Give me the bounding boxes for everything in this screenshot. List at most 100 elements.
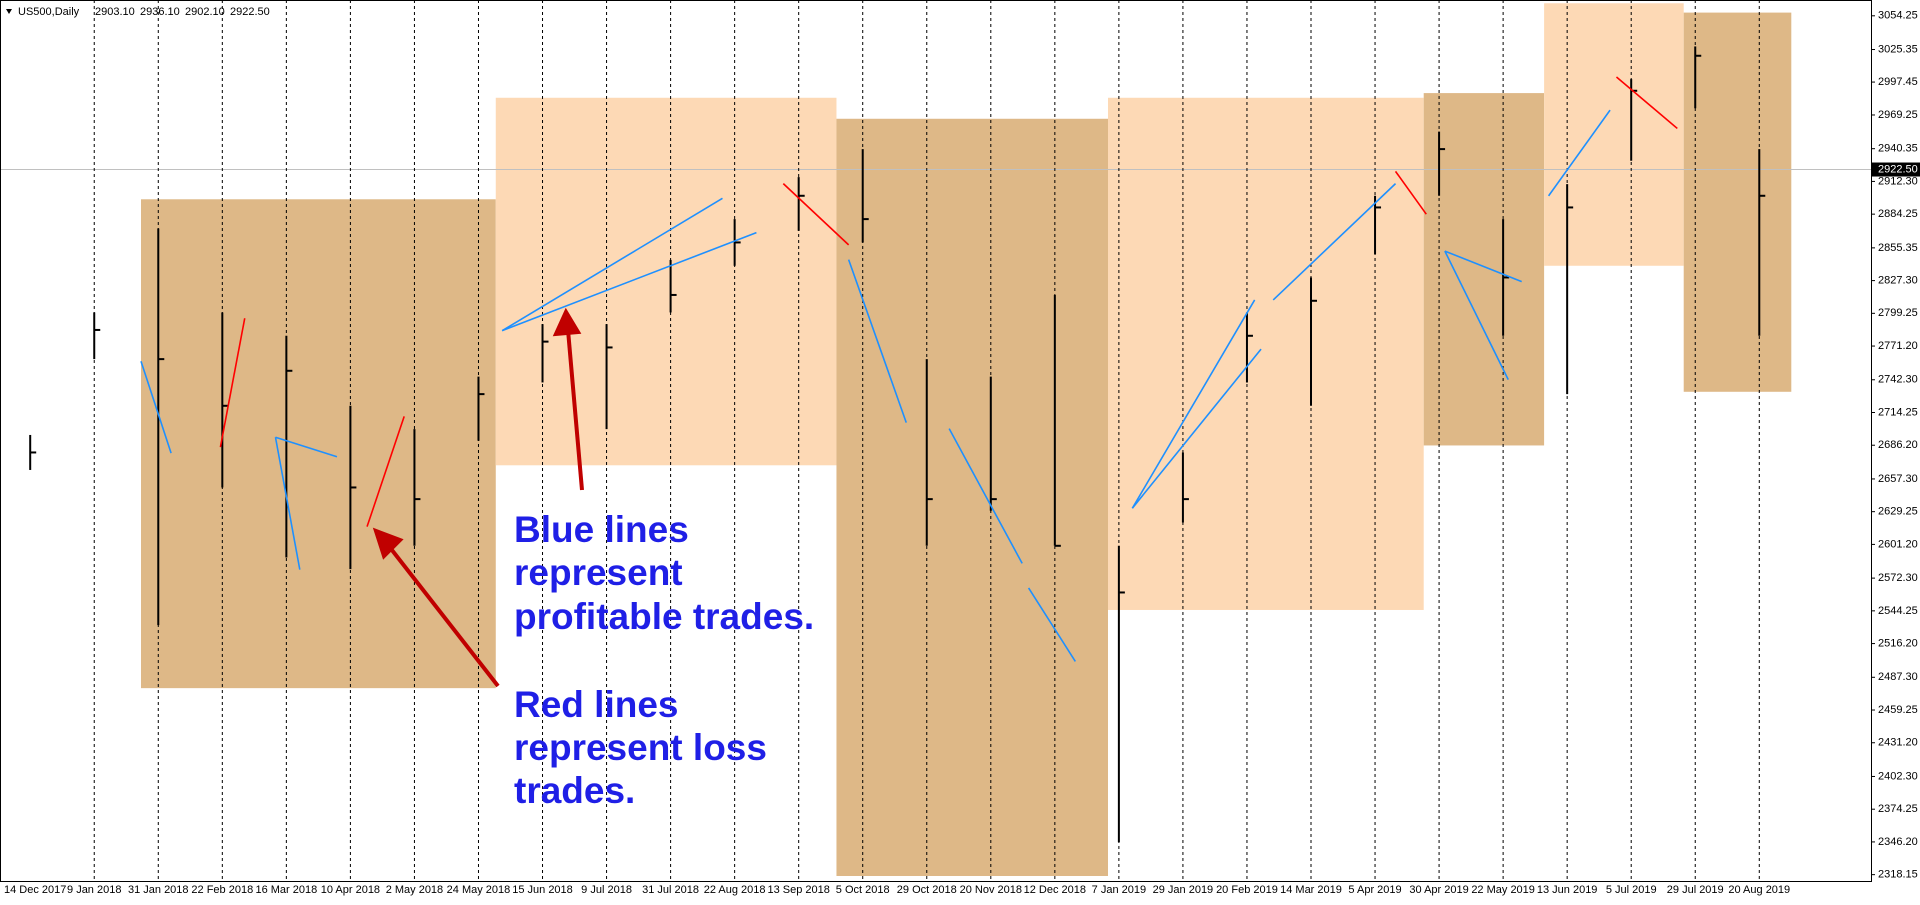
trade-line bbox=[275, 436, 338, 458]
x-tick-label: 22 Feb 2018 bbox=[191, 884, 253, 896]
annotation-blue: Blue lines represent profitable trades. bbox=[514, 509, 814, 637]
x-tick-label: 31 Jul 2018 bbox=[642, 884, 699, 896]
trade-line bbox=[1131, 299, 1256, 509]
x-tick-label: 5 Oct 2018 bbox=[836, 884, 890, 896]
arrow-shaft bbox=[386, 543, 500, 688]
y-tick-label: 2799.25 bbox=[1878, 307, 1918, 319]
y-tick-label: 2487.30 bbox=[1878, 671, 1918, 683]
trade-line bbox=[1131, 348, 1262, 509]
y-tick-label: 2969.25 bbox=[1878, 109, 1918, 121]
y-tick-label: 3025.35 bbox=[1878, 43, 1918, 55]
y-tick-label: 2912.30 bbox=[1878, 175, 1918, 187]
trade-zone bbox=[1423, 93, 1545, 446]
y-tick-label: 2884.25 bbox=[1878, 208, 1918, 220]
x-tick-label: 20 Nov 2018 bbox=[960, 884, 1022, 896]
annotation-line: profitable trades. bbox=[514, 596, 814, 637]
x-tick-label: 22 May 2019 bbox=[1471, 884, 1535, 896]
symbol-title: US500,Daily bbox=[18, 6, 80, 18]
y-tick-label: 3054.25 bbox=[1878, 10, 1918, 22]
y-tick-label: 2657.30 bbox=[1878, 473, 1918, 485]
x-tick-label: 10 Apr 2018 bbox=[321, 884, 380, 896]
trade-line bbox=[1027, 587, 1077, 662]
high-price: 2936.10 bbox=[140, 6, 180, 18]
y-tick-label: 2374.25 bbox=[1878, 803, 1918, 815]
y-tick-label: 2714.25 bbox=[1878, 406, 1918, 418]
price-marker bbox=[1872, 162, 1920, 177]
x-tick-label: 22 Aug 2018 bbox=[704, 884, 766, 896]
open-price: 2903.10 bbox=[95, 6, 135, 18]
x-tick-label: 14 Dec 2017 bbox=[4, 884, 66, 896]
x-tick-label: 5 Jul 2019 bbox=[1606, 884, 1657, 896]
trade-line bbox=[847, 259, 908, 423]
y-tick-label: 2601.20 bbox=[1878, 538, 1918, 550]
y-tick-label: 2686.20 bbox=[1878, 439, 1918, 451]
trade-zone bbox=[836, 118, 1108, 876]
y-tick-label: 2431.20 bbox=[1878, 737, 1918, 749]
x-tick-label: 13 Sep 2018 bbox=[767, 884, 829, 896]
trade-zone bbox=[1107, 97, 1424, 610]
x-tick-label: 5 Apr 2019 bbox=[1348, 884, 1401, 896]
y-tick-label: 2318.15 bbox=[1878, 869, 1918, 881]
trade-line bbox=[782, 183, 850, 246]
regions bbox=[140, 3, 1792, 876]
trade-line bbox=[1444, 250, 1522, 283]
x-tick-label: 12 Dec 2018 bbox=[1024, 884, 1086, 896]
x-tick-label: 15 Jun 2018 bbox=[512, 884, 573, 896]
y-tick-label: 2544.25 bbox=[1878, 605, 1918, 617]
x-tick-label: 29 Oct 2018 bbox=[897, 884, 957, 896]
trade-line bbox=[1615, 76, 1678, 130]
trade-line bbox=[1444, 250, 1509, 381]
annotation-line: represent bbox=[514, 552, 683, 593]
x-tick-label: 30 Apr 2019 bbox=[1409, 884, 1468, 896]
plot-border bbox=[0, 0, 1872, 882]
axis: 3054.25 3025.35 2997.45 2969.25 2940.35 2912.… bbox=[4, 10, 1920, 896]
x-tick-label: 20 Feb 2019 bbox=[1216, 884, 1278, 896]
annotation-red: Red lines represent loss trades. bbox=[514, 684, 767, 811]
trade-zone bbox=[1683, 12, 1792, 392]
x-tick-label: 29 Jan 2019 bbox=[1153, 884, 1214, 896]
y-tick-label: 2346.20 bbox=[1878, 836, 1918, 848]
y-tick-label: 2459.25 bbox=[1878, 704, 1918, 716]
trade-line bbox=[1547, 109, 1611, 197]
trade-line bbox=[1272, 183, 1397, 301]
annotation-line: trades. bbox=[514, 770, 635, 811]
annotation-line: represent loss bbox=[514, 727, 767, 768]
header: US500,Daily 2903.10 2936.10 2902.10 2922… bbox=[18, 6, 270, 18]
trade-line bbox=[366, 416, 405, 527]
trade-zone bbox=[1544, 3, 1684, 266]
x-tick-label: 9 Jul 2018 bbox=[581, 884, 632, 896]
x-tick-label: 24 May 2018 bbox=[447, 884, 511, 896]
arrow-head bbox=[372, 527, 404, 560]
bars bbox=[29, 46, 1766, 843]
trade-line bbox=[501, 231, 757, 332]
x-tick-label: 31 Jan 2018 bbox=[128, 884, 189, 896]
menu-triangle bbox=[6, 9, 12, 14]
y-tick-label: 2940.35 bbox=[1878, 143, 1918, 155]
y-tick-label: 2402.30 bbox=[1878, 770, 1918, 782]
trade-line bbox=[501, 197, 723, 332]
low-price: 2902.10 bbox=[185, 6, 225, 18]
y-tick-label: 2629.25 bbox=[1878, 506, 1918, 518]
y-tick-label: 2516.20 bbox=[1878, 637, 1918, 649]
y-tick-label: 2771.20 bbox=[1878, 340, 1918, 352]
x-tick-label: 16 Mar 2018 bbox=[255, 884, 317, 896]
trade-line bbox=[219, 318, 246, 448]
price-marker-label: 2922.50 bbox=[1878, 163, 1918, 175]
trade-line bbox=[140, 360, 172, 454]
arrow-shaft bbox=[566, 329, 584, 491]
trade-line bbox=[948, 428, 1023, 564]
x-tick-label: 13 Jun 2019 bbox=[1537, 884, 1598, 896]
x-tick-label: 29 Jul 2019 bbox=[1667, 884, 1724, 896]
y-tick-label: 2997.45 bbox=[1878, 76, 1918, 88]
trade-line bbox=[274, 437, 301, 570]
x-tick-label: 14 Mar 2019 bbox=[1280, 884, 1342, 896]
trade-line bbox=[1394, 170, 1427, 215]
x-tick-label: 20 Aug 2019 bbox=[1728, 884, 1790, 896]
y-tick-label: 2572.30 bbox=[1878, 572, 1918, 584]
x-tick-label: 7 Jan 2019 bbox=[1092, 884, 1146, 896]
y-tick-label: 2855.35 bbox=[1878, 242, 1918, 254]
arrow-head bbox=[552, 307, 582, 337]
annotation-line: Blue lines bbox=[514, 509, 689, 550]
